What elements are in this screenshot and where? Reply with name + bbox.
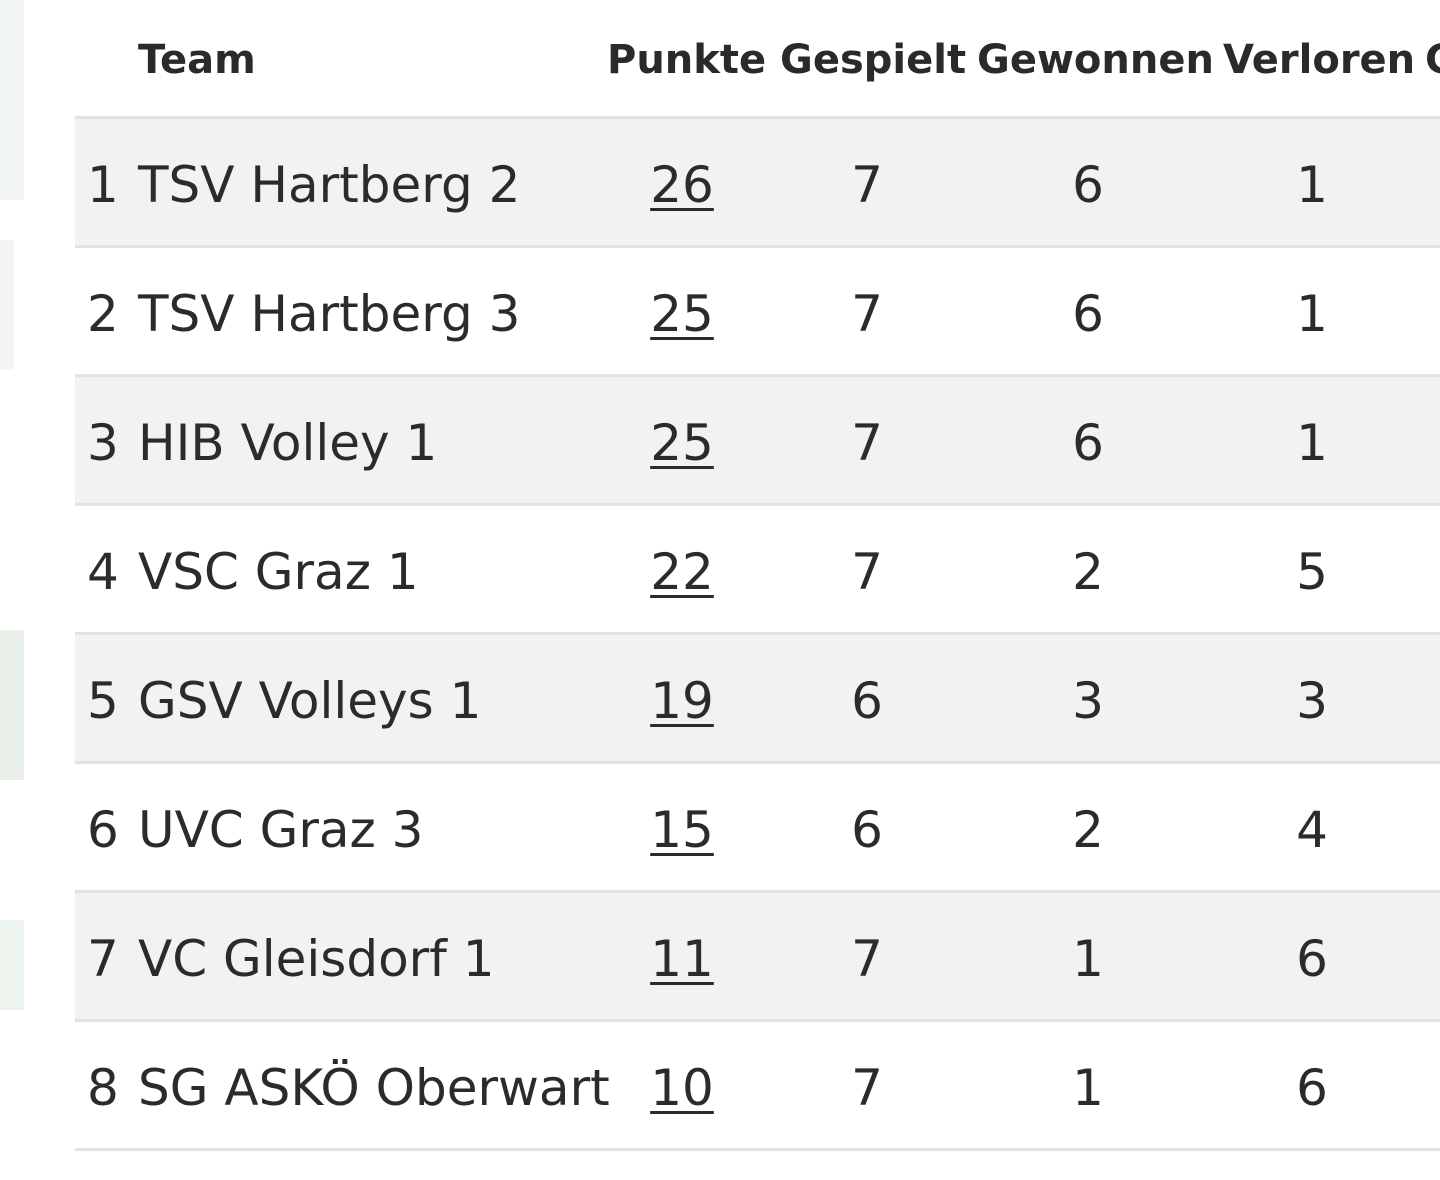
lost-cell: 3	[1296, 672, 1328, 730]
won-cell: 2	[1072, 543, 1104, 601]
points-link[interactable]: 26	[650, 156, 714, 214]
rank-cell: 8	[87, 1059, 119, 1117]
rank-cell: 6	[87, 801, 119, 859]
standings-table: Team Punkte Gespielt Gewonnen Verloren G…	[75, 0, 1440, 1151]
points-cell: 15	[622, 800, 742, 860]
background-decoration	[0, 920, 24, 1010]
header-team[interactable]: Team	[138, 37, 256, 83]
played-cell: 7	[851, 543, 883, 601]
lost-cell: 1	[1296, 285, 1328, 343]
points-cell: 19	[622, 671, 742, 731]
won-cell: 6	[1072, 285, 1104, 343]
rank-cell: 4	[87, 543, 119, 601]
won-cell: 1	[1072, 930, 1104, 988]
played-cell: 7	[851, 1059, 883, 1117]
table-row: 2 TSV Hartberg 3 25 7 6 1	[75, 248, 1440, 377]
points-link[interactable]: 10	[650, 1059, 714, 1117]
played-cell: 6	[851, 801, 883, 859]
team-name-cell: TSV Hartberg 2	[138, 156, 521, 214]
points-cell: 25	[622, 413, 742, 473]
background-decoration	[0, 240, 14, 370]
played-cell: 6	[851, 672, 883, 730]
points-cell: 22	[622, 542, 742, 602]
background-decoration	[0, 0, 24, 200]
rank-cell: 5	[87, 672, 119, 730]
won-cell: 2	[1072, 801, 1104, 859]
played-cell: 7	[851, 156, 883, 214]
team-name-cell: VSC Graz 1	[138, 543, 419, 601]
table-row: 3 HIB Volley 1 25 7 6 1	[75, 377, 1440, 506]
points-cell: 10	[622, 1058, 742, 1118]
points-link[interactable]: 15	[650, 801, 714, 859]
table-row: 4 VSC Graz 1 22 7 2 5	[75, 506, 1440, 635]
header-gewonnen[interactable]: Gewonnen	[977, 37, 1214, 83]
won-cell: 6	[1072, 156, 1104, 214]
team-name-cell: VC Gleisdorf 1	[138, 930, 495, 988]
header-next-column[interactable]: G	[1425, 34, 1440, 86]
table-row: 8 SG ASKÖ Oberwart 10 7 1 6	[75, 1022, 1440, 1151]
points-cell: 25	[622, 284, 742, 344]
rank-cell: 1	[87, 156, 119, 214]
table-header: Team Punkte Gespielt Gewonnen Verloren G	[75, 0, 1440, 119]
header-punkte[interactable]: Punkte	[607, 37, 767, 83]
lost-cell: 5	[1296, 543, 1328, 601]
rank-cell: 7	[87, 930, 119, 988]
played-cell: 7	[851, 285, 883, 343]
points-cell: 26	[622, 155, 742, 215]
points-link[interactable]: 22	[650, 543, 714, 601]
header-verloren[interactable]: Verloren	[1223, 37, 1416, 83]
team-name-cell: GSV Volleys 1	[138, 672, 482, 730]
table-body: 1 TSV Hartberg 2 26 7 6 1 2 TSV Hartberg…	[75, 119, 1440, 1151]
team-name-cell: UVC Graz 3	[138, 801, 424, 859]
lost-cell: 6	[1296, 930, 1328, 988]
points-link[interactable]: 25	[650, 285, 714, 343]
team-name-cell: SG ASKÖ Oberwart	[138, 1059, 610, 1117]
points-link[interactable]: 19	[650, 672, 714, 730]
header-gespielt[interactable]: Gespielt	[780, 37, 967, 83]
table-row: 5 GSV Volleys 1 19 6 3 3	[75, 635, 1440, 764]
points-cell: 11	[622, 929, 742, 989]
background-decoration	[0, 630, 24, 780]
played-cell: 7	[851, 930, 883, 988]
played-cell: 7	[851, 414, 883, 472]
team-name-cell: HIB Volley 1	[138, 414, 438, 472]
won-cell: 1	[1072, 1059, 1104, 1117]
rank-cell: 3	[87, 414, 119, 472]
table-row: 7 VC Gleisdorf 1 11 7 1 6	[75, 893, 1440, 1022]
table-row: 1 TSV Hartberg 2 26 7 6 1	[75, 119, 1440, 248]
table-row: 6 UVC Graz 3 15 6 2 4	[75, 764, 1440, 893]
lost-cell: 4	[1296, 801, 1328, 859]
points-link[interactable]: 25	[650, 414, 714, 472]
won-cell: 3	[1072, 672, 1104, 730]
rank-cell: 2	[87, 285, 119, 343]
team-name-cell: TSV Hartberg 3	[138, 285, 521, 343]
lost-cell: 1	[1296, 414, 1328, 472]
won-cell: 6	[1072, 414, 1104, 472]
lost-cell: 1	[1296, 156, 1328, 214]
points-link[interactable]: 11	[650, 930, 714, 988]
lost-cell: 6	[1296, 1059, 1328, 1117]
